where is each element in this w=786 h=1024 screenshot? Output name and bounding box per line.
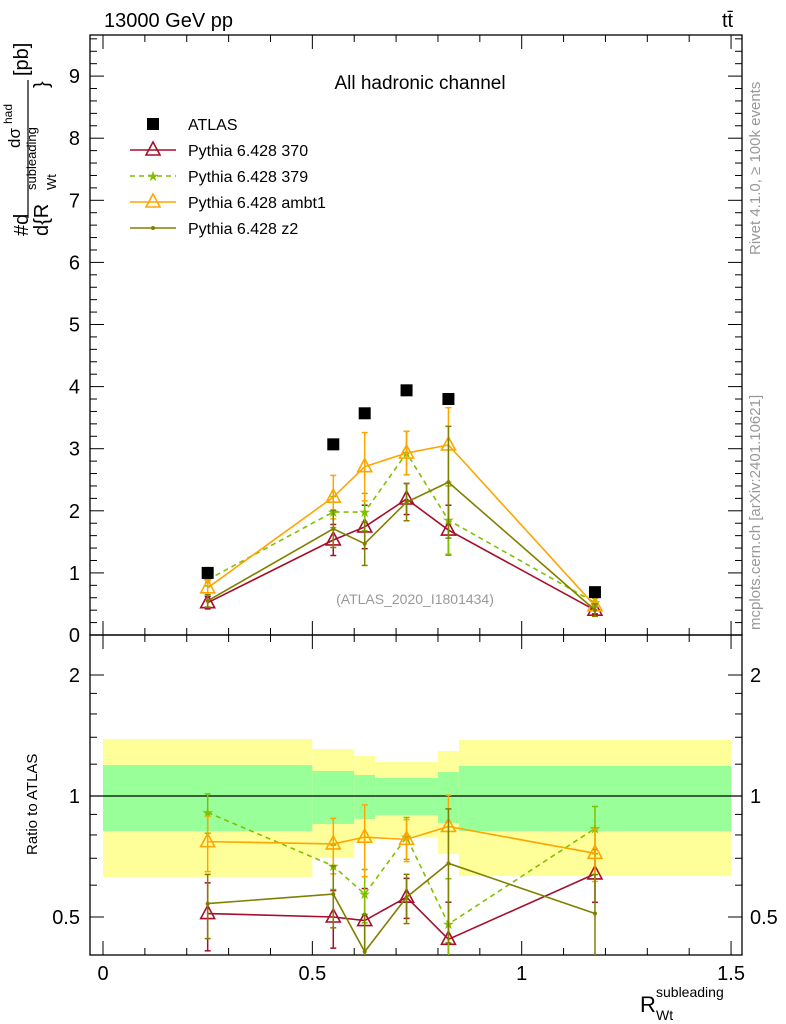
data-point-atlas xyxy=(442,393,455,406)
ratio-band-inner xyxy=(312,770,355,824)
point-pythia-6-428-z2 xyxy=(592,608,597,613)
point-pythia-6-428-ambt1 xyxy=(398,443,415,459)
y-tick-label: 8 xyxy=(69,128,80,150)
y-tick-label: 0 xyxy=(69,625,80,647)
source-info: mcplots.cern.ch [arXiv:2401.10621] xyxy=(747,395,764,630)
ratio-plot-frame xyxy=(89,634,743,956)
data-point-atlas xyxy=(327,438,340,451)
y-tick-label: 7 xyxy=(69,190,80,212)
point-pythia-6-428-z2 xyxy=(446,480,451,485)
legend-label-pythia-6-428-370: Pythia 6.428 370 xyxy=(188,143,308,160)
ratio-tick-label-right: 1 xyxy=(750,786,761,808)
data-point-atlas xyxy=(400,384,413,397)
y-tick-label: 2 xyxy=(69,501,80,523)
analysis-label: (ATLAS_2020_I1801434) xyxy=(336,591,494,607)
series-line-pythia-6-428-379 xyxy=(207,451,596,604)
ratio-tick-label-right: 0.5 xyxy=(750,907,778,929)
ylabel-den-sub: Wt xyxy=(44,174,59,190)
ratio-point-pythia-6-428-ambt1 xyxy=(199,831,217,848)
ratio-point-pythia-6-428-ambt1 xyxy=(324,834,342,850)
series-line-pythia-6-428-370 xyxy=(207,498,596,611)
xlabel-main: R xyxy=(640,992,656,1017)
legend-marker-pythia-6-428-370 xyxy=(144,140,162,156)
x-axis-label: R subleading Wt xyxy=(640,984,724,1023)
data-point-atlas xyxy=(201,566,214,579)
series-line-pythia-6-428-z2 xyxy=(207,481,596,611)
data-point-atlas xyxy=(588,586,601,599)
series-line-pythia-6-428-ambt1 xyxy=(207,444,596,607)
legend-marker-pythia-6-428-ambt1 xyxy=(144,192,162,208)
ratio-line-pythia-6-428-z2 xyxy=(207,862,596,954)
y-tick-label: 4 xyxy=(69,377,80,399)
ratio-point-pythia-6-428-ambt1 xyxy=(398,829,415,846)
ratio-y-label: Ratio to ATLAS xyxy=(24,754,41,855)
y-tick-label: 5 xyxy=(69,315,80,337)
ylabel-den-close: } xyxy=(31,81,53,88)
point-pythia-6-428-379: ★ xyxy=(358,504,371,520)
x-tick-label: 1.5 xyxy=(717,963,745,985)
energy-label: 13000 GeV pp xyxy=(104,10,233,32)
point-pythia-6-428-z2 xyxy=(362,541,367,546)
legend-label-pythia-6-428-z2: Pythia 6.428 z2 xyxy=(188,221,298,238)
ratio-point-pythia-6-428-ambt1 xyxy=(586,843,604,860)
point-pythia-6-428-z2 xyxy=(205,598,210,603)
rivet-info: Rivet 4.1.0, ≥ 100k events xyxy=(747,82,764,255)
x-tick-label: 0.5 xyxy=(298,963,326,985)
ratio-point-pythia-6-428-379: ★ xyxy=(201,804,214,820)
ratio-point-pythia-6-428-z2 xyxy=(205,901,210,906)
legend-label-pythia-6-428-ambt1: Pythia 6.428 ambt1 xyxy=(188,195,326,212)
legend-label-pythia-6-428-379: Pythia 6.428 379 xyxy=(188,169,308,186)
xlabel-sup: subleading xyxy=(656,984,724,1000)
ylabel-num-sup: had xyxy=(1,104,15,124)
ratio-plot-marks: ★★★★★★ xyxy=(199,793,604,955)
y-tick-label: 3 xyxy=(69,439,80,461)
y-tick-label: 9 xyxy=(69,66,80,88)
ratio-point-pythia-6-428-379: ★ xyxy=(358,886,371,902)
ratio-line-pythia-6-428-ambt1 xyxy=(207,825,596,855)
x-tick-label: 1 xyxy=(516,963,527,985)
point-pythia-6-428-ambt1 xyxy=(356,457,374,473)
x-tick-label: 0 xyxy=(97,963,108,985)
ratio-tick-label: 2 xyxy=(69,665,80,687)
ratio-band-inner xyxy=(354,774,376,819)
legend-marker-pythia-6-428-379: ★ xyxy=(147,168,160,184)
ratio-point-pythia-6-428-z2 xyxy=(331,892,336,897)
ratio-point-pythia-6-428-ambt1 xyxy=(356,827,374,843)
ratio-point-pythia-6-428-z2 xyxy=(592,911,597,916)
ylabel-den: d{R xyxy=(31,204,53,236)
y-tick-label: 1 xyxy=(69,563,80,585)
ratio-line-pythia-6-428-370 xyxy=(207,873,596,941)
ylabel-num: dσ xyxy=(5,128,24,148)
y-axis-label: #d dσ had d{R subleading Wt } [pb] xyxy=(1,43,59,236)
ylabel-prefix: #d xyxy=(11,214,33,236)
legend-label-atlas: ATLAS xyxy=(188,117,238,134)
y-tick-label: 6 xyxy=(69,252,80,274)
point-pythia-6-428-z2 xyxy=(404,500,409,505)
data-point-atlas xyxy=(358,407,371,420)
legend-marker-pythia-6-428-z2 xyxy=(151,226,155,230)
ratio-point-pythia-6-428-z2 xyxy=(446,861,451,866)
point-pythia-6-428-z2 xyxy=(331,526,336,531)
chart-title: All hadronic channel xyxy=(334,73,505,94)
point-pythia-6-428-ambt1 xyxy=(324,487,342,503)
ratio-tick-label: 0.5 xyxy=(52,907,80,929)
axes: 0 0.5 1 1.5 0 1 2 3 4 5 6 7 8 9 0.5 0.5 1 1 2 2 xyxy=(52,34,778,985)
xlabel-sub: Wt xyxy=(656,1007,673,1023)
ratio-point-pythia-6-428-z2 xyxy=(362,949,367,954)
legend-marker-atlas xyxy=(147,118,159,130)
legend: ATLAS Pythia 6.428 370 ★ Pythia 6.428 379 Py… xyxy=(130,117,326,238)
process-label: tt̄ xyxy=(722,10,734,32)
point-pythia-6-428-ambt1 xyxy=(199,578,217,594)
ratio-tick-label-right: 2 xyxy=(750,665,761,687)
ylabel-den-sup: subleading xyxy=(24,127,39,190)
ratio-tick-label: 1 xyxy=(69,786,80,808)
main-plot-marks: ★★★★★★ xyxy=(199,384,604,618)
ylabel-unit: [pb] xyxy=(11,43,33,76)
ratio-point-pythia-6-428-z2 xyxy=(404,895,409,900)
